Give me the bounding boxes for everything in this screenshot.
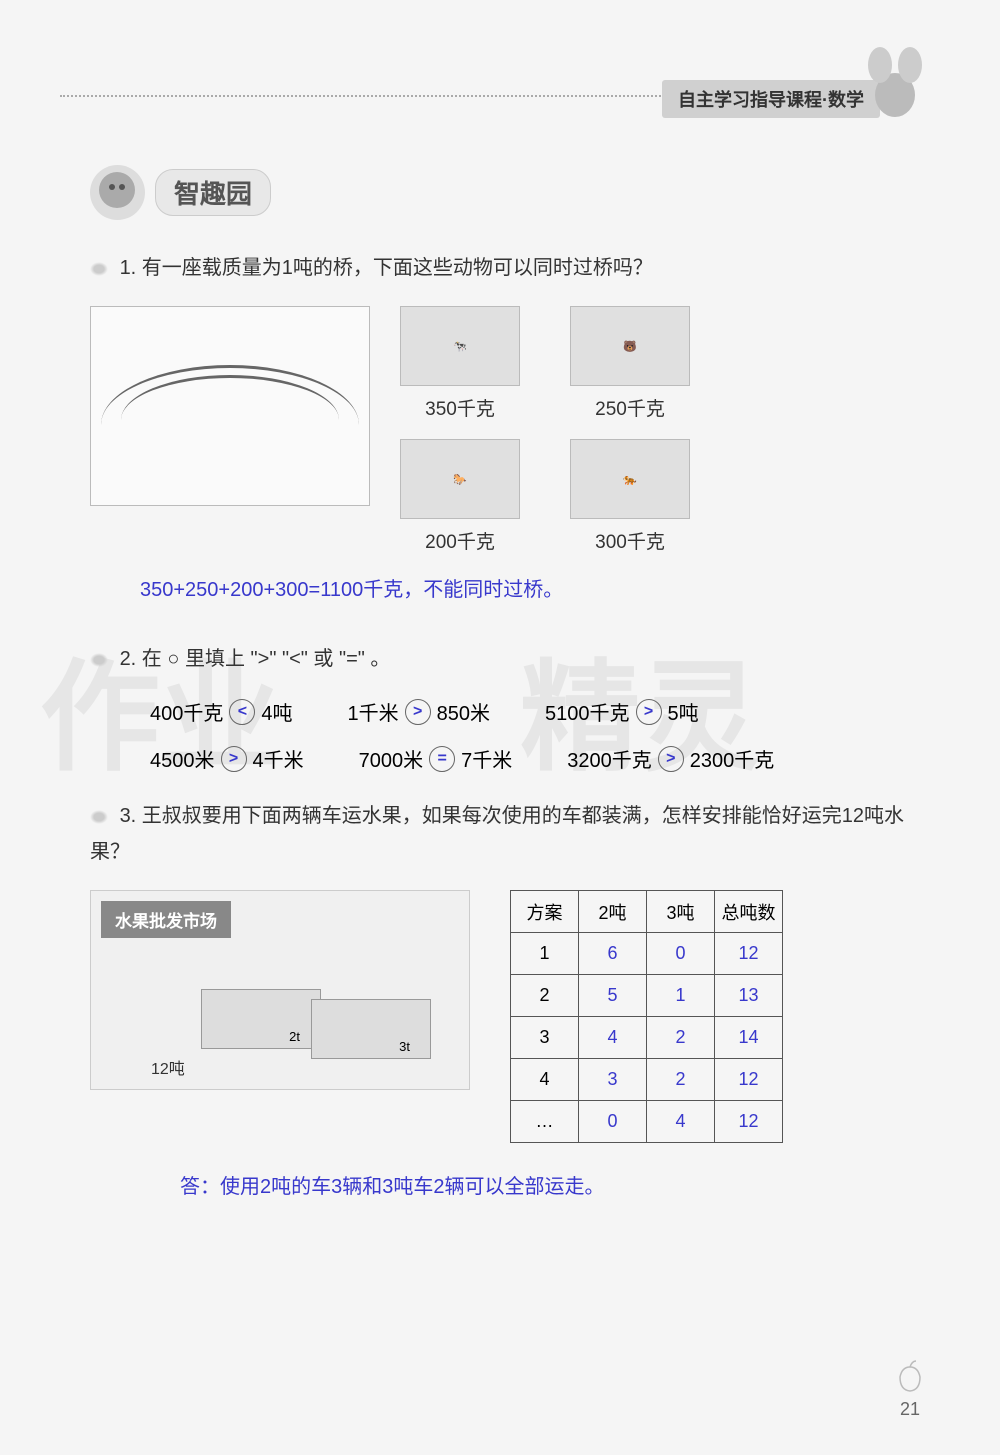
comp-circle[interactable]: > — [221, 746, 247, 772]
cell-val: 3 — [579, 1059, 647, 1101]
truck-3t: 3t — [311, 999, 431, 1059]
comp-left: 400千克 — [150, 697, 223, 726]
tiger-icon: 🐅 — [570, 439, 690, 519]
market-sign: 水果批发市场 — [101, 901, 231, 938]
q2-row2: 4500米 > 4千米 7000米 = 7千米 3200千克 > 2300千克 — [150, 744, 930, 773]
comp-circle[interactable]: > — [405, 699, 431, 725]
cell-total: 12 — [715, 1059, 783, 1101]
cell-total: 14 — [715, 1017, 783, 1059]
comp-left: 1千米 — [348, 697, 399, 726]
animal-tiger: 🐅 300千克 — [570, 439, 690, 554]
cell-val: 5 — [579, 975, 647, 1017]
q1-images: 🐄 350千克 🐻 250千克 🐎 200千克 🐅 300千克 — [90, 306, 930, 554]
page-number: 21 — [900, 1399, 920, 1420]
table-row: … 0 4 12 — [511, 1101, 783, 1143]
q3-content: 水果批发市场 2t 3t 12吨 方案 2吨 3吨 总吨数 1 6 0 12 — [90, 890, 930, 1143]
horse-icon: 🐎 — [400, 439, 520, 519]
comp-circle[interactable]: > — [658, 746, 684, 772]
comp-3: 5100千克 > 5吨 — [545, 697, 699, 726]
q3-answer: 答：使用2吨的车3辆和3吨车2辆可以全部运走。 — [180, 1170, 605, 1199]
cell-plan: 3 — [511, 1017, 579, 1059]
truck-2t: 2t — [201, 989, 321, 1049]
cell-val: 0 — [579, 1101, 647, 1143]
comp-left: 4500米 — [150, 744, 215, 773]
comp-left: 7000米 — [359, 744, 424, 773]
mascot-icon — [850, 40, 940, 130]
th-total: 总吨数 — [715, 891, 783, 933]
table-row: 3 4 2 14 — [511, 1017, 783, 1059]
truck2-label: 3t — [399, 1039, 410, 1054]
cow-icon: 🐄 — [400, 306, 520, 386]
comp-right: 7千米 — [461, 744, 512, 773]
animal-bear: 🐻 250千克 — [570, 306, 690, 421]
q3-prompt: 3. 王叔叔要用下面两辆车运水果，如果每次使用的车都装满，怎样安排能恰好运完12… — [90, 798, 930, 870]
horse-label: 200千克 — [400, 527, 520, 554]
bullet-icon — [90, 653, 108, 667]
comp-2: 1千米 > 850米 — [348, 697, 491, 726]
th-2ton: 2吨 — [579, 891, 647, 933]
bear-icon: 🐻 — [570, 306, 690, 386]
cell-val: 0 — [647, 933, 715, 975]
table-header-row: 方案 2吨 3吨 总吨数 — [511, 891, 783, 933]
bullet-icon — [90, 810, 108, 824]
cell-total: 13 — [715, 975, 783, 1017]
comp-circle[interactable]: > — [636, 699, 662, 725]
cell-total: 12 — [715, 933, 783, 975]
cell-val: 6 — [579, 933, 647, 975]
animal-cow: 🐄 350千克 — [400, 306, 520, 421]
section-header: 智趣园 — [90, 165, 271, 220]
comp-circle[interactable]: = — [429, 746, 455, 772]
cell-plan: … — [511, 1101, 579, 1143]
q2-row1: 400千克 < 4吨 1千米 > 850米 5100千克 > 5吨 — [150, 697, 930, 726]
cell-val: 1 — [647, 975, 715, 1017]
comp-6: 3200千克 > 2300千克 — [567, 744, 774, 773]
table-row: 1 6 0 12 — [511, 933, 783, 975]
comp-4: 4500米 > 4千米 — [150, 744, 304, 773]
comp-right: 4吨 — [261, 697, 292, 726]
truck1-label: 2t — [289, 1029, 300, 1044]
cow-label: 350千克 — [400, 394, 520, 421]
q1-text: 1. 有一座载质量为1吨的桥，下面这些动物可以同时过桥吗？ — [120, 257, 653, 279]
cell-plan: 1 — [511, 933, 579, 975]
cell-val: 4 — [579, 1017, 647, 1059]
bridge-image — [90, 306, 370, 506]
cell-val: 4 — [647, 1101, 715, 1143]
comp-left: 5100千克 — [545, 697, 630, 726]
bullet-icon — [90, 262, 108, 276]
animals-grid: 🐄 350千克 🐻 250千克 🐎 200千克 🐅 300千克 — [400, 306, 690, 554]
comp-right: 850米 — [437, 697, 490, 726]
cell-plan: 2 — [511, 975, 579, 1017]
table-row: 4 3 2 12 — [511, 1059, 783, 1101]
market-image: 水果批发市场 2t 3t 12吨 — [90, 890, 470, 1090]
comp-circle[interactable]: < — [229, 699, 255, 725]
cell-plan: 4 — [511, 1059, 579, 1101]
section-title: 智趣园 — [155, 169, 271, 216]
market-qty: 12吨 — [151, 1055, 185, 1079]
q2-text: 2. 在 ○ 里填上 ">" "<" 或 "=" 。 — [120, 648, 391, 670]
plan-table: 方案 2吨 3吨 总吨数 1 6 0 12 2 5 1 13 3 4 2 1 — [510, 890, 783, 1143]
q3-text: 3. 王叔叔要用下面两辆车运水果，如果每次使用的车都装满，怎样安排能恰好运完12… — [90, 805, 904, 863]
header-banner: 自主学习指导课程·数学 — [662, 80, 880, 118]
animal-horse: 🐎 200千克 — [400, 439, 520, 554]
cell-val: 2 — [647, 1017, 715, 1059]
comp-right: 5吨 — [668, 697, 699, 726]
q1-answer: 350+250+200+300=1100千克，不能同时过桥。 — [140, 574, 930, 606]
apple-icon — [890, 1355, 930, 1395]
q1-prompt: 1. 有一座载质量为1吨的桥，下面这些动物可以同时过桥吗？ — [90, 250, 930, 286]
comp-right: 2300千克 — [690, 744, 775, 773]
comp-left: 3200千克 — [567, 744, 652, 773]
section-mascot-icon — [90, 165, 145, 220]
comp-1: 400千克 < 4吨 — [150, 697, 293, 726]
th-plan: 方案 — [511, 891, 579, 933]
comp-right: 4千米 — [253, 744, 304, 773]
tiger-label: 300千克 — [570, 527, 690, 554]
comp-5: 7000米 = 7千米 — [359, 744, 513, 773]
th-3ton: 3吨 — [647, 891, 715, 933]
bear-label: 250千克 — [570, 394, 690, 421]
content-area: 1. 有一座载质量为1吨的桥，下面这些动物可以同时过桥吗？ 🐄 350千克 🐻 … — [90, 250, 930, 1143]
cell-val: 2 — [647, 1059, 715, 1101]
cell-total: 12 — [715, 1101, 783, 1143]
q2-prompt: 2. 在 ○ 里填上 ">" "<" 或 "=" 。 — [90, 641, 930, 677]
table-row: 2 5 1 13 — [511, 975, 783, 1017]
